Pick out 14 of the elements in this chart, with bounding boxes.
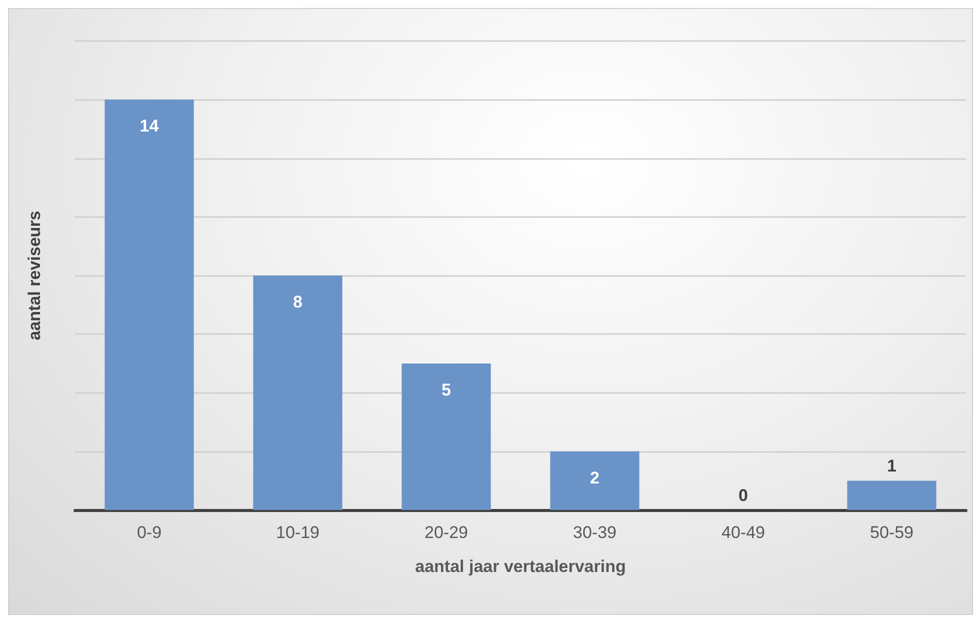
data-label: 8: [293, 292, 302, 312]
data-label: 14: [140, 116, 160, 136]
x-tick-label: 50-59: [870, 523, 914, 542]
x-tick-label: 40-49: [722, 523, 765, 542]
data-label: 1: [887, 456, 896, 476]
x-axis-title: aantal jaar vertaalervaring: [415, 557, 626, 576]
data-label: 5: [442, 380, 451, 400]
x-tick-label: 0-9: [136, 523, 162, 542]
x-tick-label: 10-19: [276, 523, 320, 542]
data-label: 0: [738, 486, 748, 505]
x-tick-label: 30-39: [573, 523, 616, 542]
data-label: 2: [590, 468, 600, 488]
y-axis-title: aantal reviseurs: [25, 210, 44, 340]
x-tick-label: 20-29: [424, 523, 468, 542]
